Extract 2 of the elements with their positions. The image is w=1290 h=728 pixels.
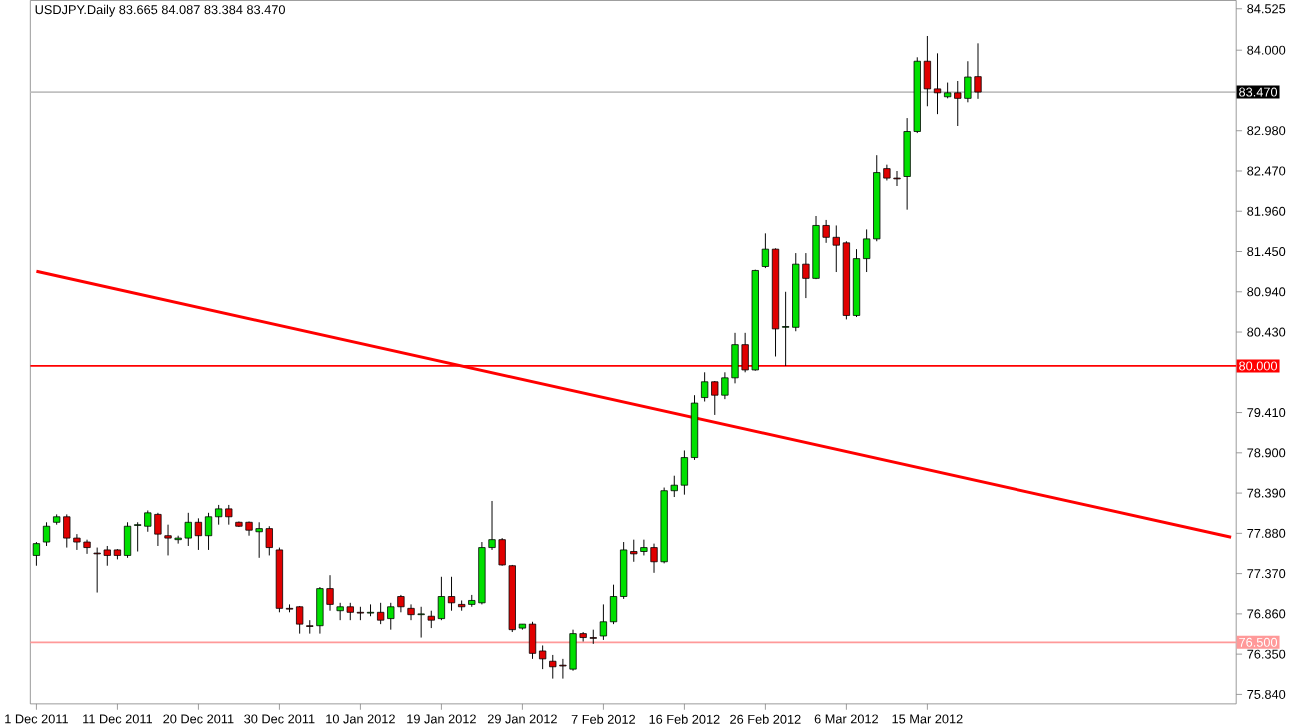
candlestick — [42, 521, 51, 547]
candlestick — [32, 541, 41, 567]
